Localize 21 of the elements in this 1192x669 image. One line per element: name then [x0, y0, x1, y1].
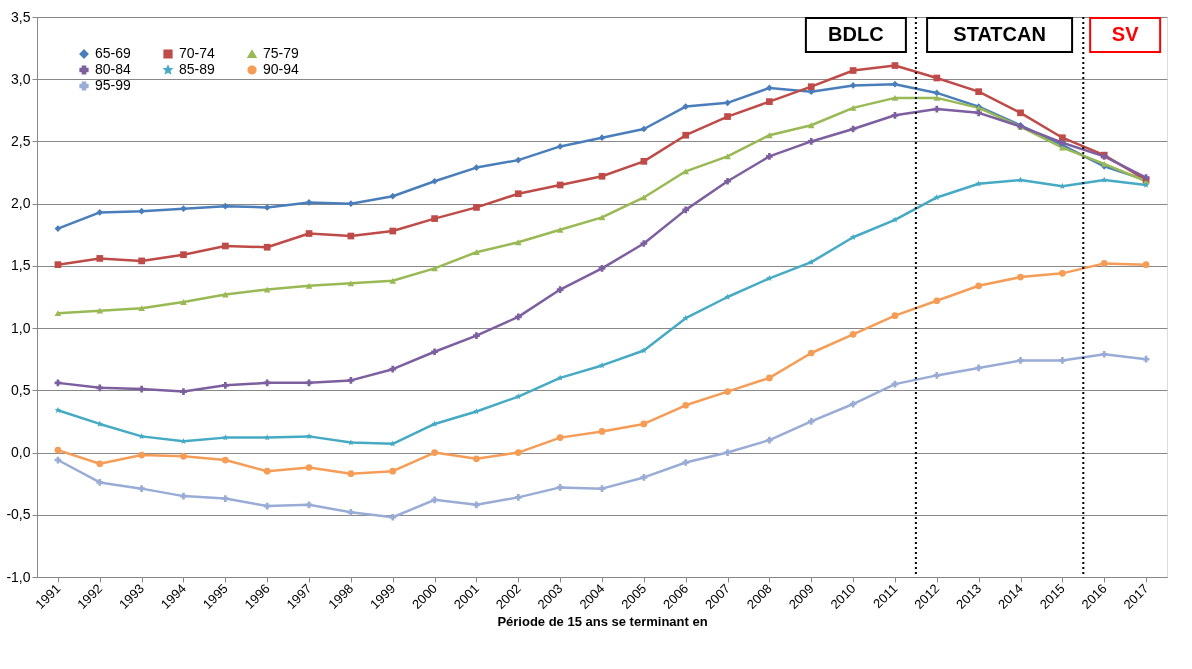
annotation: STATCAN: [953, 23, 1046, 45]
y-tick-label: -0,5: [6, 506, 31, 523]
annotation: SV: [1111, 23, 1140, 45]
y-tick-label: 1,0: [11, 319, 31, 336]
y-tick-label: 2,0: [11, 195, 31, 212]
legend-label: 95-99: [95, 77, 132, 93]
y-tick-label: -1,0: [6, 568, 31, 585]
y-tick-label: 0,5: [11, 381, 31, 398]
y-tick-label: 1,5: [11, 257, 31, 274]
legend-label: 75-79: [263, 45, 300, 61]
legend-label: 65-69: [95, 45, 132, 61]
legend-label: 70-74: [179, 45, 216, 61]
y-tick-label: 2,5: [11, 132, 31, 149]
y-tick-label: 3,0: [11, 70, 31, 87]
annotation: BDLC: [828, 23, 884, 45]
legend-label: 90-94: [263, 61, 300, 77]
legend-label: 85-89: [179, 61, 216, 77]
legend-label: 80-84: [95, 61, 132, 77]
y-tick-label: 0,0: [11, 444, 31, 461]
y-tick-label: 3,5: [11, 8, 31, 25]
x-axis-title: Période de 15 ans se terminant en: [497, 613, 708, 629]
